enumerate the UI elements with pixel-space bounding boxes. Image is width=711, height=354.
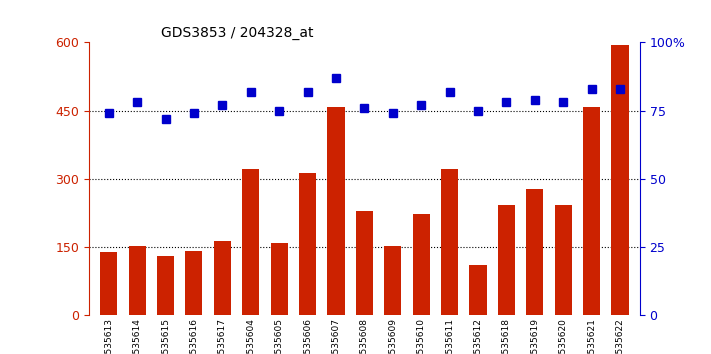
Bar (441, 169, 458, 315)
Bar (356, 211, 373, 315)
Bar (271, 243, 288, 315)
Text: GSM535613: GSM535613 (105, 318, 113, 354)
Text: GSM535607: GSM535607 (331, 318, 341, 354)
Bar (555, 205, 572, 315)
Text: GSM535611: GSM535611 (445, 318, 454, 354)
Bar (498, 205, 515, 315)
Text: GSM535617: GSM535617 (218, 318, 227, 354)
Text: GSM535609: GSM535609 (388, 318, 397, 354)
Text: GSM535606: GSM535606 (303, 318, 312, 354)
Text: GSM535610: GSM535610 (417, 318, 426, 354)
Text: GSM535614: GSM535614 (133, 318, 141, 354)
Text: GSM535612: GSM535612 (474, 318, 483, 354)
Bar (129, 246, 146, 315)
Bar (242, 169, 260, 315)
Bar (157, 256, 174, 315)
Bar (299, 173, 316, 315)
Text: GSM535615: GSM535615 (161, 318, 170, 354)
Bar (611, 45, 629, 315)
Bar (186, 251, 203, 315)
Text: GSM535608: GSM535608 (360, 318, 369, 354)
Bar (469, 265, 486, 315)
Bar (100, 252, 117, 315)
Bar (214, 241, 231, 315)
Text: GSM535620: GSM535620 (559, 318, 567, 354)
Text: GSM535622: GSM535622 (616, 318, 624, 354)
Text: GSM535605: GSM535605 (274, 318, 284, 354)
Bar (328, 108, 345, 315)
Bar (526, 189, 543, 315)
Text: GDS3853 / 204328_at: GDS3853 / 204328_at (161, 26, 313, 40)
Text: GSM535621: GSM535621 (587, 318, 596, 354)
Bar (583, 108, 600, 315)
Text: GSM535604: GSM535604 (246, 318, 255, 354)
Text: GSM535618: GSM535618 (502, 318, 511, 354)
Text: GSM535616: GSM535616 (189, 318, 198, 354)
Text: GSM535619: GSM535619 (530, 318, 540, 354)
Bar (412, 214, 429, 315)
Bar (384, 246, 401, 315)
